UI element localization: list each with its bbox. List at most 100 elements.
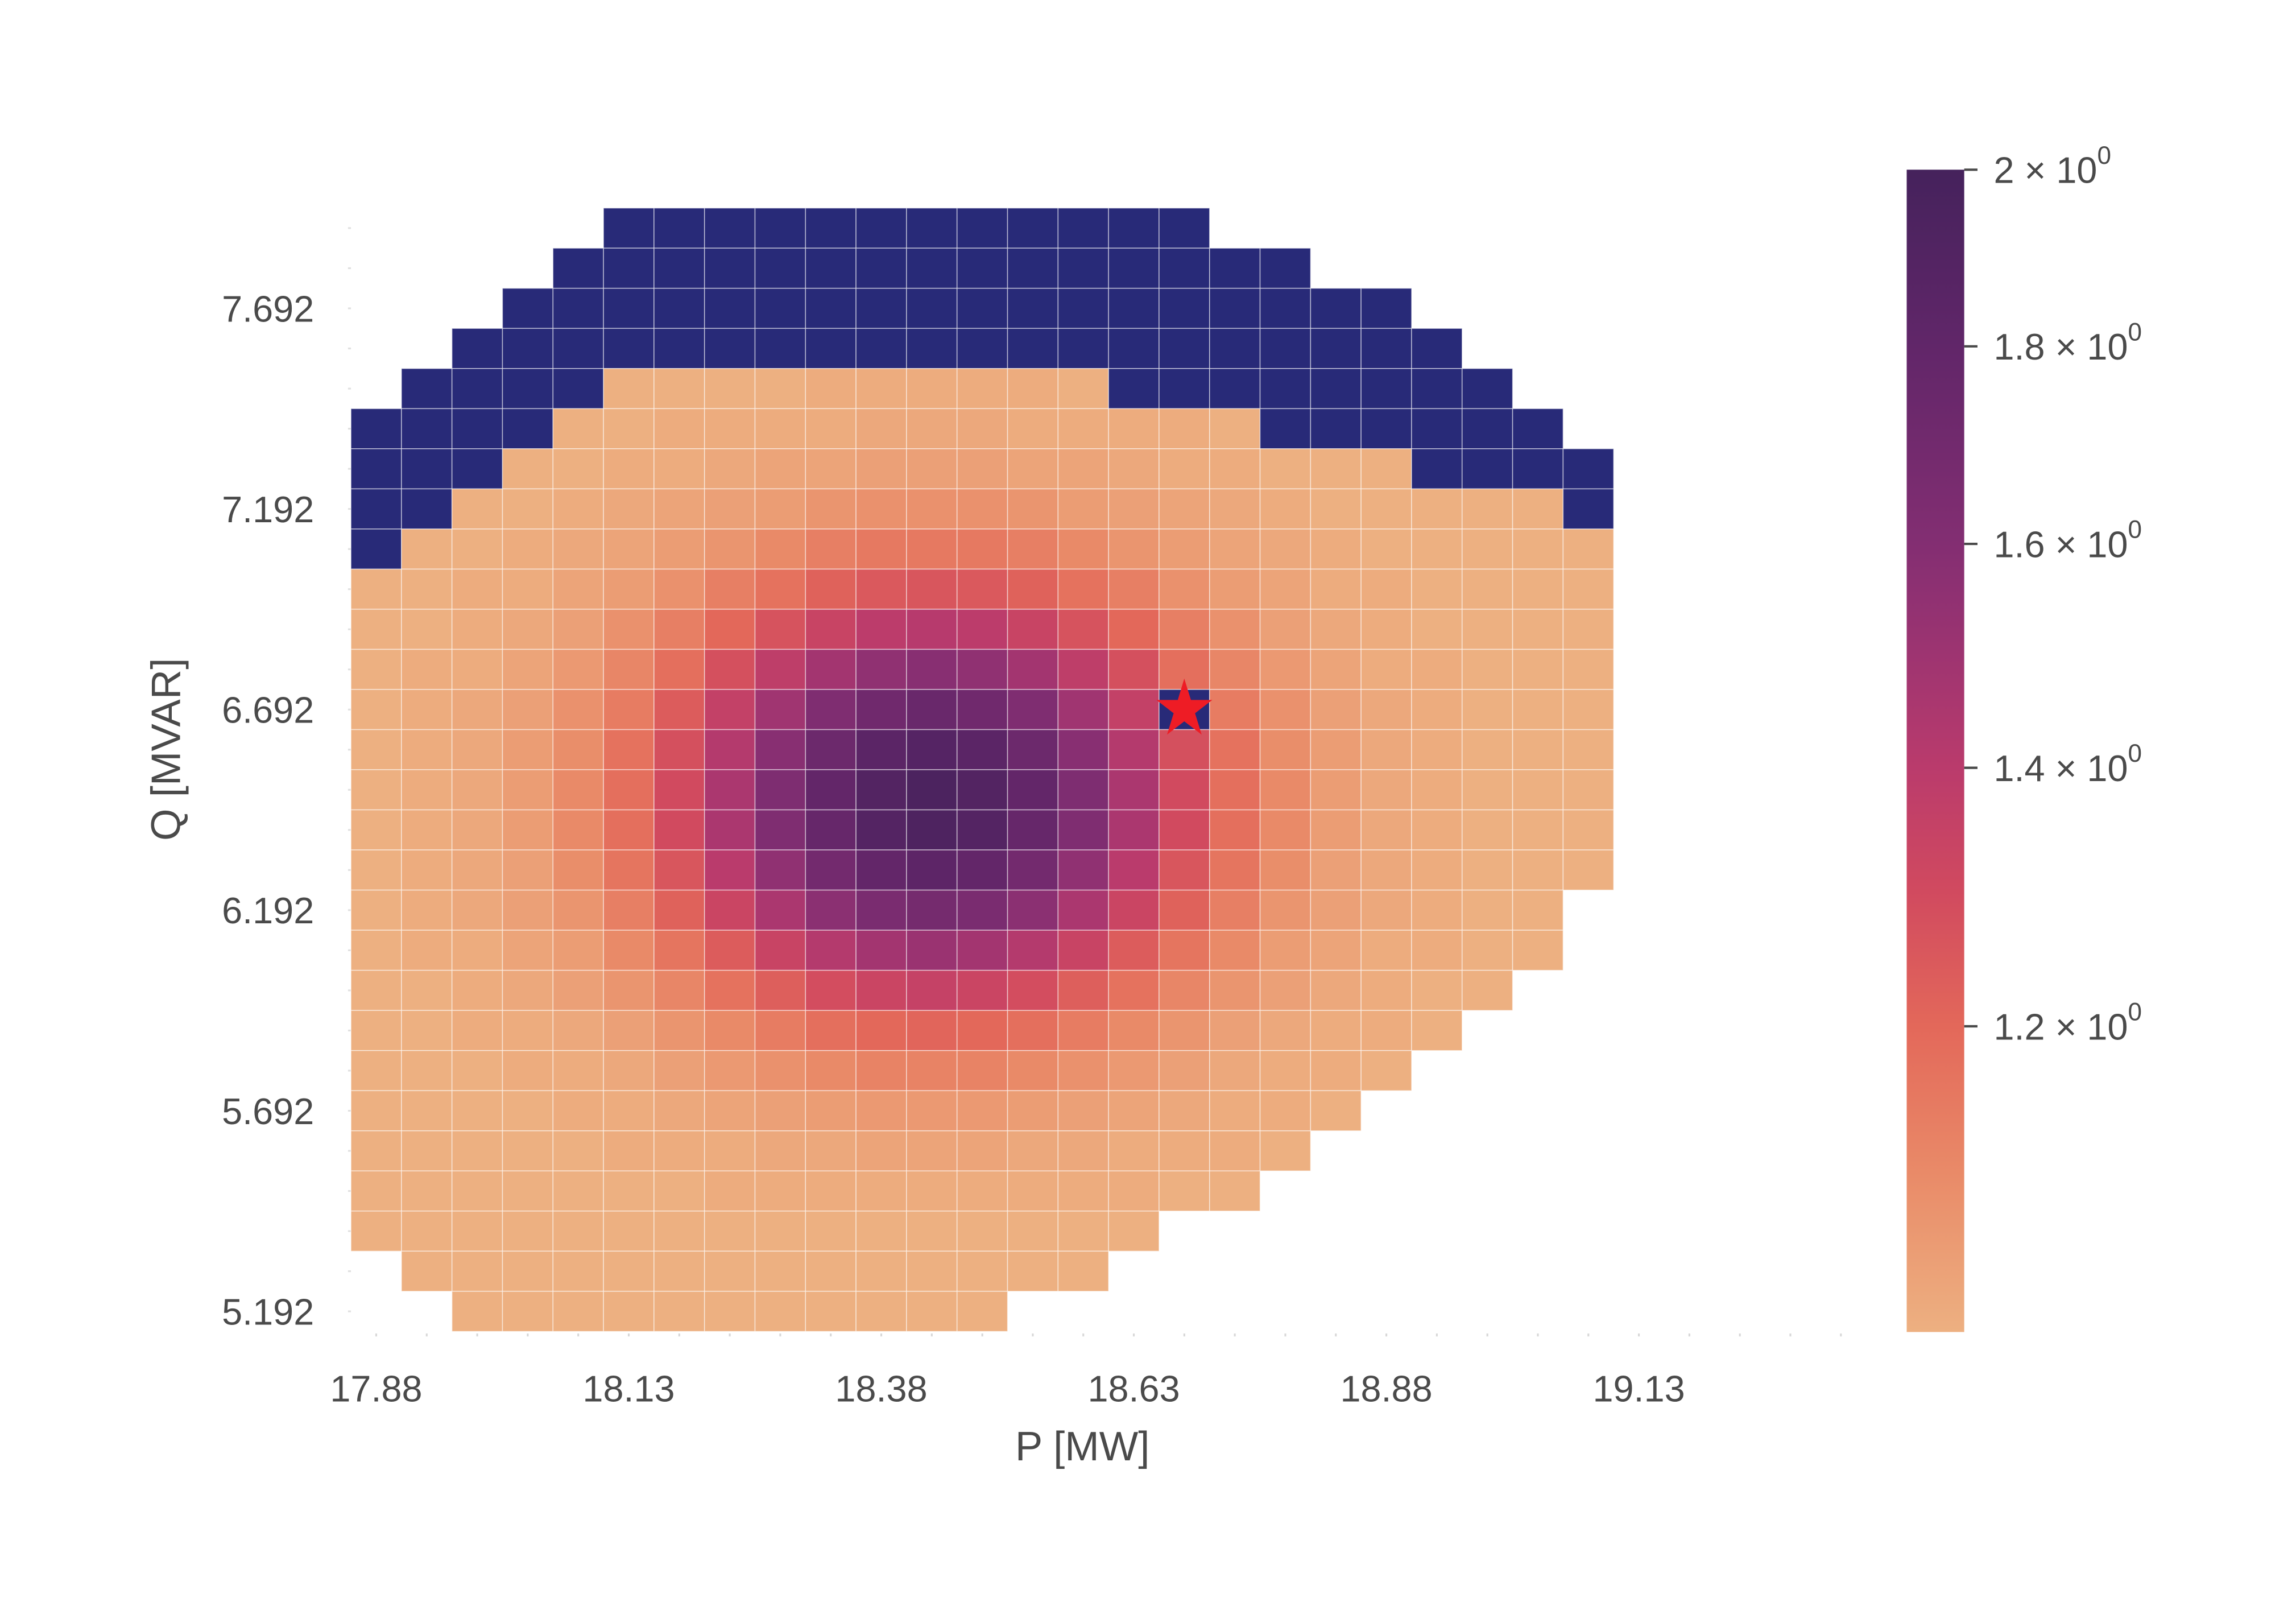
y-minor-tick	[347, 227, 351, 229]
heatmap-cell	[1209, 769, 1261, 811]
heatmap-cell-masked	[451, 368, 503, 410]
x-tick-label: 18.63	[1087, 1368, 1180, 1409]
heatmap-cell	[552, 1130, 604, 1172]
heatmap-cell	[1057, 1130, 1109, 1172]
heatmap-cell	[805, 809, 857, 850]
heatmap-cell	[1259, 649, 1312, 690]
heatmap-cell-masked	[653, 207, 705, 249]
heatmap-cell-masked	[1411, 408, 1463, 449]
heatmap-cell	[1057, 649, 1109, 690]
heatmap-cell	[350, 1050, 402, 1092]
heatmap-cell	[1209, 930, 1261, 971]
heatmap-cell	[1259, 448, 1312, 490]
heatmap-cell-masked	[1159, 368, 1210, 410]
heatmap-cell	[653, 1010, 705, 1051]
heatmap-cell	[1057, 1250, 1109, 1292]
heatmap-cell	[502, 729, 554, 770]
heatmap-cell-masked	[1108, 368, 1160, 410]
x-tick-label: 17.88	[330, 1368, 422, 1409]
heatmap-cell	[1007, 1050, 1059, 1092]
y-tick-label: 6.192	[222, 890, 314, 931]
heatmap-cell	[1259, 488, 1312, 530]
heatmap-cell	[855, 689, 907, 730]
heatmap-cell	[754, 889, 806, 931]
heatmap-cell	[855, 809, 907, 850]
heatmap-cell	[1159, 448, 1210, 490]
heatmap-cell	[653, 889, 705, 931]
heatmap-cell	[350, 729, 402, 770]
heatmap-cell	[754, 1010, 806, 1051]
heatmap-cell-masked	[502, 368, 554, 410]
heatmap-cell	[1057, 568, 1109, 610]
heatmap-cell	[855, 769, 907, 811]
heatmap-cell	[956, 969, 1008, 1011]
heatmap-cell	[754, 1211, 806, 1252]
heatmap-cell	[1310, 969, 1362, 1011]
heatmap-cell	[1159, 930, 1210, 971]
x-minor-tick	[1132, 1333, 1135, 1337]
colorbar-tick-mantissa: 1.2 × 10	[1993, 1006, 2128, 1047]
y-minor-tick	[347, 1109, 351, 1112]
heatmap-cell-masked	[350, 529, 402, 570]
heatmap-cell	[855, 568, 907, 610]
y-minor-tick	[347, 708, 351, 711]
heatmap-cell	[1461, 609, 1513, 650]
heatmap-cell	[754, 1170, 806, 1212]
heatmap-cell	[956, 1050, 1008, 1092]
heatmap-cell	[552, 689, 604, 730]
heatmap-cell	[704, 1050, 756, 1092]
heatmap-cell	[956, 488, 1008, 530]
heatmap-cell	[805, 568, 857, 610]
heatmap-cell	[754, 448, 806, 490]
heatmap-cell	[704, 1010, 756, 1051]
heatmap-cell	[754, 568, 806, 610]
heatmap-cell	[1007, 609, 1059, 650]
heatmap-cell	[1461, 529, 1513, 570]
heatmap-cell	[603, 1130, 655, 1172]
heatmap-cell	[1259, 689, 1312, 730]
heatmap-cell	[704, 568, 756, 610]
heatmap-cell	[1057, 849, 1109, 891]
x-tick-label: 18.13	[582, 1368, 675, 1409]
heatmap-cell	[1159, 1130, 1210, 1172]
heatmap-cell	[1310, 930, 1362, 971]
heatmap-cell	[1057, 609, 1109, 650]
heatmap-cell	[906, 1211, 958, 1252]
heatmap-cell	[906, 368, 958, 410]
heatmap-cell	[1159, 609, 1210, 650]
heatmap-cell	[1512, 889, 1564, 931]
heatmap-cell	[552, 529, 604, 570]
heatmap-cell	[502, 1090, 554, 1132]
heatmap-cell	[603, 1050, 655, 1092]
colorbar-tick-exponent: 0	[2097, 142, 2111, 170]
heatmap-cell-masked	[653, 328, 705, 369]
heatmap-cell	[754, 1050, 806, 1092]
heatmap-cell	[956, 529, 1008, 570]
heatmap-cell	[956, 408, 1008, 449]
heatmap-cell	[855, 1211, 907, 1252]
heatmap-cell	[1360, 889, 1412, 931]
heatmap-cell	[1007, 568, 1059, 610]
heatmap-cell	[1007, 849, 1059, 891]
x-minor-tick	[1789, 1333, 1792, 1337]
heatmap-cell	[805, 448, 857, 490]
heatmap-cell	[855, 609, 907, 650]
y-minor-tick	[347, 668, 351, 671]
heatmap-cell	[1411, 969, 1463, 1011]
y-minor-tick	[347, 788, 351, 791]
heatmap-cell	[754, 1250, 806, 1292]
x-minor-tick	[527, 1333, 529, 1337]
x-minor-tick	[1537, 1333, 1539, 1337]
x-minor-tick	[729, 1333, 731, 1337]
heatmap-cell	[401, 529, 453, 570]
heatmap-cell	[1360, 568, 1412, 610]
heatmap-cell	[906, 729, 958, 770]
x-minor-tick	[1183, 1333, 1185, 1337]
heatmap-cell	[754, 969, 806, 1011]
heatmap-cell-masked	[653, 287, 705, 329]
heatmap-cell	[855, 889, 907, 931]
heatmap-cell	[805, 1090, 857, 1132]
heatmap-cell	[855, 729, 907, 770]
heatmap-cell	[552, 1291, 604, 1332]
heatmap-cell	[603, 448, 655, 490]
